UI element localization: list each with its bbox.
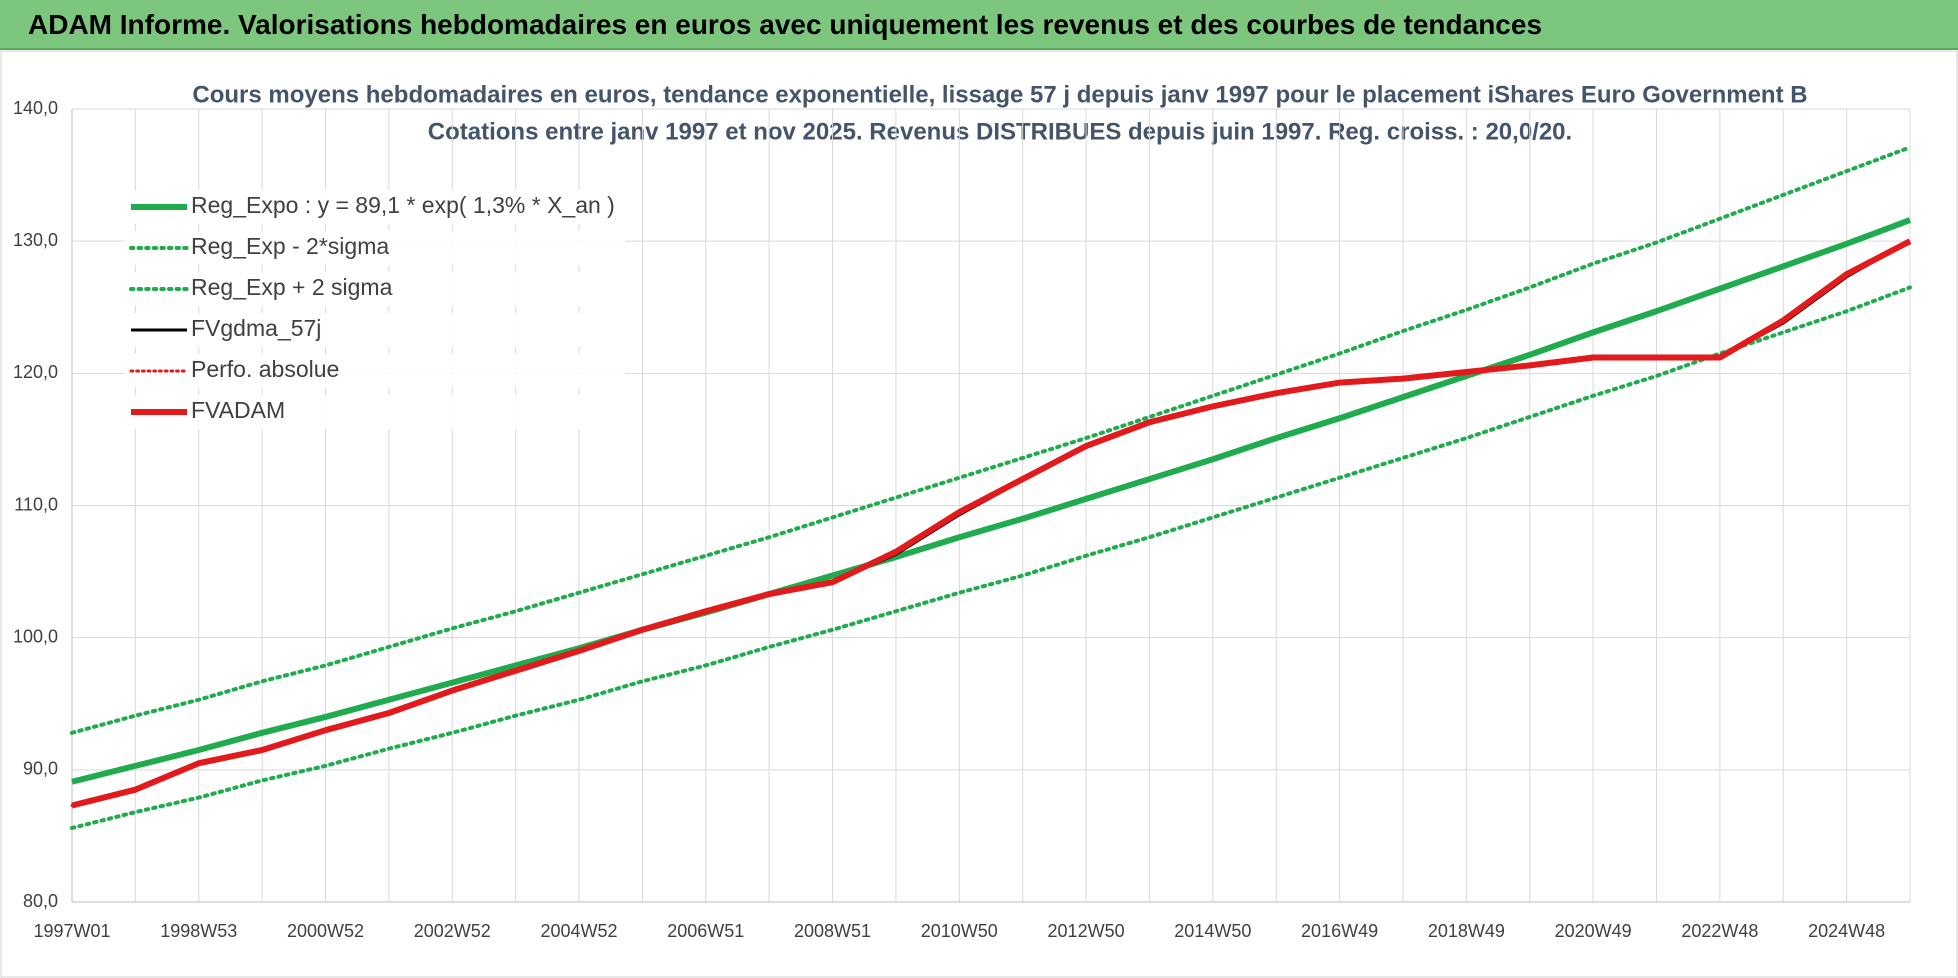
x-tick-label: 1998W53 [160,921,237,941]
x-tick-label: 2012W50 [1048,921,1125,941]
legend-label: Reg_Exp + 2 sigma [191,274,393,300]
chart: Cours moyens hebdomadaires en euros, ten… [0,50,1958,978]
x-tick-label: 1997W01 [33,921,110,941]
x-tick-label: 2014W50 [1174,921,1251,941]
x-tick-label: 2020W49 [1555,921,1632,941]
x-tick-label: 2018W49 [1428,921,1505,941]
y-tick-label: 90,0 [23,759,58,779]
legend-label: Reg_Exp - 2*sigma [191,233,389,259]
series-line [70,145,1912,735]
legend-label: Perfo. absolue [191,356,339,382]
x-tick-label: 2016W49 [1301,921,1378,941]
y-tick-label: 110,0 [14,494,58,514]
y-tick-label: 120,0 [13,362,58,382]
series-line [70,285,1912,830]
chart-title: Cours moyens hebdomadaires en euros, ten… [192,81,1807,108]
legend-label: FVgdma_57j [191,315,321,341]
x-tick-label: 2002W52 [414,921,491,941]
x-tick-label: 2022W48 [1681,921,1758,941]
x-tick-label: 2006W51 [667,921,744,941]
x-tick-label: 2008W51 [794,921,871,941]
legend-label: Reg_Expo : y = 89,1 * exp( 1,3% * X_an ) [191,192,615,218]
legend-bg [125,272,625,306]
legend-bg [125,354,625,388]
legend-bg [125,190,625,224]
header-title: ADAM Informe. Valorisations hebdomadaire… [28,9,1543,40]
chart-subtitle: Cotations entre janv 1997 et nov 2025. R… [428,118,1572,145]
series-line [71,217,1912,785]
legend-bg [125,313,625,347]
series-line [71,238,1912,809]
header-bar: ADAM Informe. Valorisations hebdomadaire… [0,0,1958,50]
legend-bg [125,231,625,265]
y-tick-label: 140,0 [13,98,58,118]
y-tick-label: 100,0 [13,626,58,646]
y-tick-label: 130,0 [13,230,58,250]
x-tick-label: 2000W52 [287,921,364,941]
y-tick-label: 80,0 [23,891,58,911]
x-tick-label: 2024W48 [1808,921,1885,941]
legend-bg [125,395,625,429]
x-tick-label: 2004W52 [541,921,618,941]
legend-label: FVADAM [191,397,285,423]
chart-frame [0,50,1958,978]
x-tick-label: 2010W50 [921,921,998,941]
